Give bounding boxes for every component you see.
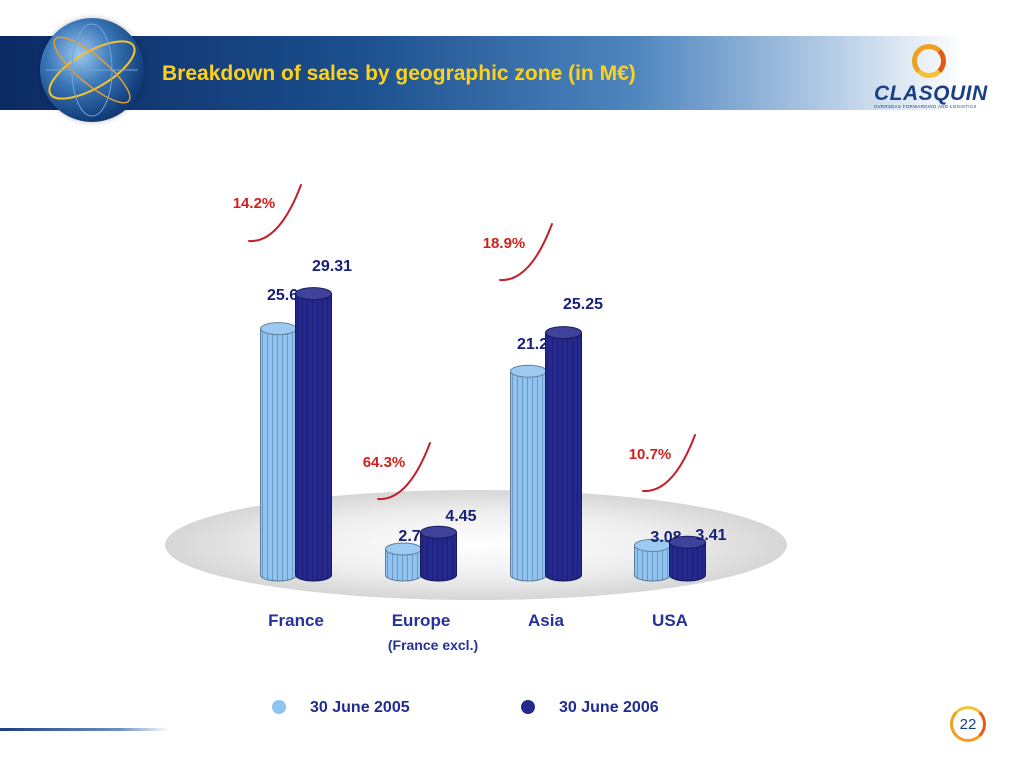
category-label-europe: Europe — [392, 611, 451, 630]
globe-icon — [40, 18, 144, 122]
value-label-usa-2006: 3.41 — [695, 527, 726, 544]
legend-2005-marker — [272, 700, 286, 714]
growth-arrow-usa — [642, 434, 696, 493]
legend-2005-label: 30 June 2005 — [310, 699, 410, 716]
logo-swirl-icon — [912, 44, 946, 78]
logo-text: CLASQUIN — [874, 82, 988, 105]
footer-rule — [0, 728, 170, 731]
category-sublabel-europe: (France excl.) — [388, 637, 478, 653]
bar-europe-2006 — [420, 525, 457, 582]
bar-france-2006 — [295, 287, 332, 582]
growth-arrow-asia — [499, 223, 553, 282]
bar-usa-2005 — [634, 538, 671, 582]
bar-asia-2006 — [545, 326, 582, 582]
growth-arrow-europe — [377, 442, 431, 501]
category-label-asia: Asia — [528, 611, 564, 630]
value-label-france-2006: 29.31 — [312, 258, 352, 275]
growth-label-europe: 64.3% — [363, 454, 406, 471]
logo-subtext: OVERSEAS FORWARDING AND LOGISTICS — [874, 104, 977, 109]
category-label-usa: USA — [652, 611, 688, 630]
bar-europe-2005 — [385, 542, 422, 582]
legend-2006-marker — [521, 700, 535, 714]
growth-label-france: 14.2% — [233, 195, 276, 212]
growth-label-usa: 10.7% — [629, 446, 672, 463]
growth-label-asia: 18.9% — [483, 235, 526, 252]
value-label-asia-2006: 25.25 — [563, 296, 603, 313]
category-label-france: France — [268, 611, 324, 630]
bar-usa-2006 — [669, 535, 706, 582]
bar-france-2005 — [260, 322, 297, 582]
legend-2006-label: 30 June 2006 — [559, 699, 659, 716]
page-number-badge-icon — [950, 706, 986, 742]
company-logo: CLASQUIN OVERSEAS FORWARDING AND LOGISTI… — [870, 44, 1000, 114]
header-band — [0, 36, 1024, 110]
page-title: Breakdown of sales by geographic zone (i… — [162, 62, 636, 85]
bar-asia-2005 — [510, 364, 547, 582]
page-number: 22 — [959, 716, 977, 733]
growth-arrow-france — [248, 184, 302, 243]
value-label-europe-2006: 4.45 — [445, 508, 476, 525]
